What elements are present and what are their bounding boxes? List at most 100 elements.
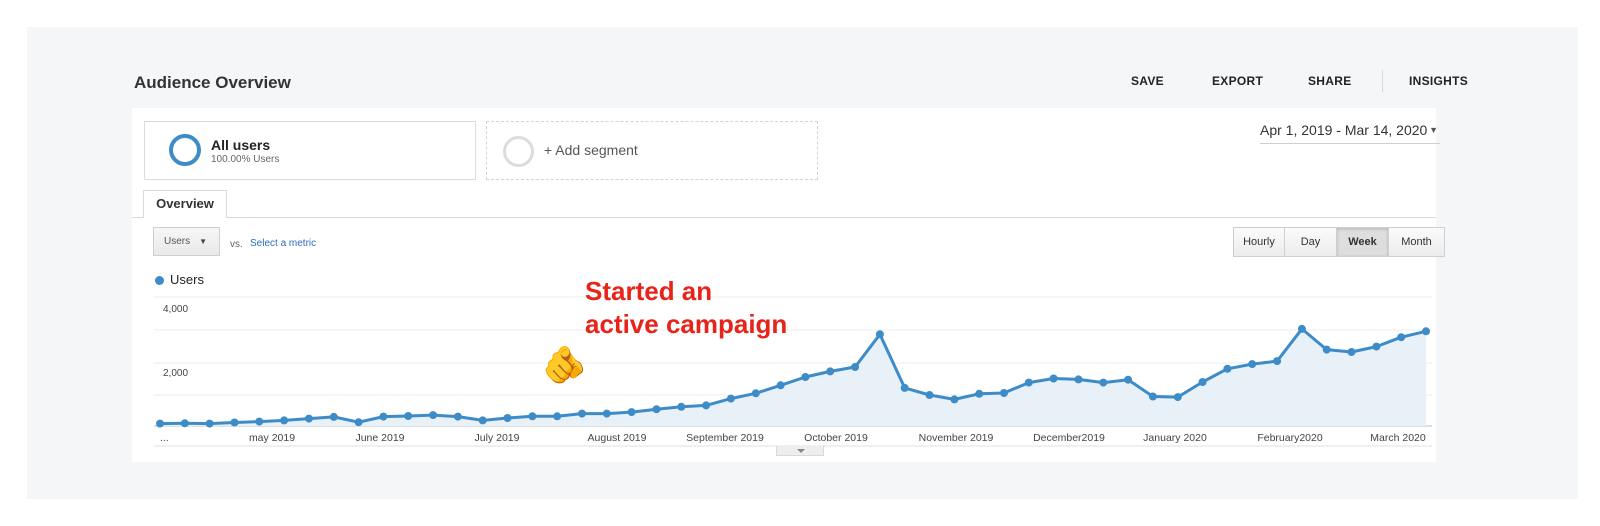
data-point[interactable] xyxy=(826,367,835,376)
add-segment-button[interactable]: + Add segment xyxy=(486,121,818,180)
data-point[interactable] xyxy=(602,409,611,418)
data-point[interactable] xyxy=(503,414,512,422)
page-title: Audience Overview xyxy=(134,73,291,92)
data-point[interactable] xyxy=(379,412,388,421)
x-tick-label: July 2019 xyxy=(475,432,520,444)
data-point[interactable] xyxy=(429,411,438,420)
data-point[interactable] xyxy=(801,373,810,381)
data-point[interactable] xyxy=(1223,364,1232,373)
x-tick-label: January 2020 xyxy=(1143,432,1207,444)
data-point[interactable] xyxy=(1347,348,1356,356)
tab-divider xyxy=(132,217,1436,218)
date-range-label: Apr 1, 2019 - Mar 14, 2020 xyxy=(1260,122,1428,138)
annotation-line-2: active campaign xyxy=(585,309,788,339)
chart-resize-handle[interactable] xyxy=(776,446,824,456)
x-tick-label: August 2019 xyxy=(588,432,647,444)
x-tick-label: October 2019 xyxy=(804,432,868,444)
toolbar-divider xyxy=(1382,70,1383,92)
data-point[interactable] xyxy=(180,419,189,428)
data-point[interactable] xyxy=(1148,392,1157,401)
granularity-week-button[interactable]: Week xyxy=(1336,227,1389,257)
granularity-day-button[interactable]: Day xyxy=(1284,227,1337,257)
data-point[interactable] xyxy=(1049,374,1058,383)
data-point[interactable] xyxy=(1397,333,1406,342)
y-tick-label: 4,000 xyxy=(163,304,188,315)
data-point[interactable] xyxy=(528,412,537,421)
data-point[interactable] xyxy=(1422,327,1430,336)
annotation-line-1: Started an xyxy=(585,276,713,306)
data-point[interactable] xyxy=(925,391,934,399)
data-point[interactable] xyxy=(1372,342,1381,351)
data-point[interactable] xyxy=(1297,324,1306,333)
data-point[interactable] xyxy=(652,405,661,414)
data-point[interactable] xyxy=(751,389,760,398)
data-point[interactable] xyxy=(553,412,562,421)
data-point[interactable] xyxy=(900,383,909,392)
data-point[interactable] xyxy=(627,408,636,417)
data-point[interactable] xyxy=(205,419,214,428)
save-button[interactable]: SAVE xyxy=(1131,74,1164,88)
data-point[interactable] xyxy=(975,389,984,398)
x-tick-label: June 2019 xyxy=(355,432,404,444)
add-segment-label: + Add segment xyxy=(544,142,638,158)
x-tick-label: November 2019 xyxy=(919,432,994,444)
data-point[interactable] xyxy=(255,417,264,426)
y-tick-label: 2,000 xyxy=(163,368,188,379)
data-point[interactable] xyxy=(1198,378,1207,386)
data-point[interactable] xyxy=(156,419,164,428)
granularity-hourly-button[interactable]: Hourly xyxy=(1233,227,1285,257)
data-point[interactable] xyxy=(478,416,487,425)
data-point[interactable] xyxy=(702,401,711,410)
segment-ring-icon xyxy=(169,134,201,166)
data-point[interactable] xyxy=(1074,375,1083,384)
share-button[interactable]: SHARE xyxy=(1308,74,1352,88)
caret-down-icon: ▼ xyxy=(1429,125,1438,135)
data-point[interactable] xyxy=(1124,375,1133,384)
select-metric-link[interactable]: Select a metric xyxy=(250,238,317,249)
x-tick-label: February2020 xyxy=(1257,432,1323,444)
segment-detail: 100.00% Users xyxy=(211,154,280,165)
segment-name: All users xyxy=(211,137,271,153)
vs-label: vs. xyxy=(230,239,243,250)
data-point[interactable] xyxy=(280,416,289,425)
insights-button[interactable]: INSIGHTS xyxy=(1409,74,1469,88)
data-point[interactable] xyxy=(677,402,686,411)
data-point[interactable] xyxy=(354,418,363,427)
data-point[interactable] xyxy=(851,363,860,371)
x-tick-label: March 2020 xyxy=(1370,432,1426,444)
data-point[interactable] xyxy=(329,412,338,421)
campaign-annotation: Started an active campaign xyxy=(585,275,787,341)
data-point[interactable] xyxy=(1248,360,1257,369)
data-point[interactable] xyxy=(404,412,413,420)
export-button[interactable]: EXPORT xyxy=(1212,74,1264,88)
data-point[interactable] xyxy=(1099,378,1108,387)
pointing-hand-icon: 🫵 xyxy=(542,344,587,385)
legend-label: Users xyxy=(170,272,204,287)
segment-all-users[interactable]: All users 100.00% Users xyxy=(144,121,476,180)
data-point[interactable] xyxy=(776,381,785,390)
data-point[interactable] xyxy=(453,412,462,421)
data-point[interactable] xyxy=(1273,357,1282,366)
x-tick-label: December2019 xyxy=(1033,432,1105,444)
date-range-picker[interactable]: Apr 1, 2019 - Mar 14, 2020 ▼ xyxy=(1260,122,1440,144)
data-point[interactable] xyxy=(1000,389,1008,397)
users-series-line xyxy=(159,327,1427,426)
data-point[interactable] xyxy=(1024,378,1033,387)
granularity-month-button[interactable]: Month xyxy=(1388,227,1445,257)
data-point[interactable] xyxy=(950,395,959,404)
tab-overview[interactable]: Overview xyxy=(143,190,227,218)
empty-ring-icon xyxy=(503,136,534,167)
legend-dot-icon xyxy=(155,276,164,285)
metric-dropdown[interactable]: Users ▼ xyxy=(153,227,220,256)
data-point[interactable] xyxy=(726,394,735,403)
data-point[interactable] xyxy=(1322,345,1331,354)
data-point[interactable] xyxy=(304,414,313,423)
users-area-fill xyxy=(160,328,1426,426)
x-tick-label: may 2019 xyxy=(249,432,295,444)
metric-selected: Users xyxy=(164,236,191,247)
data-point[interactable] xyxy=(578,409,586,418)
data-point[interactable] xyxy=(875,330,884,339)
data-point[interactable] xyxy=(230,418,239,427)
data-point[interactable] xyxy=(1173,393,1182,402)
